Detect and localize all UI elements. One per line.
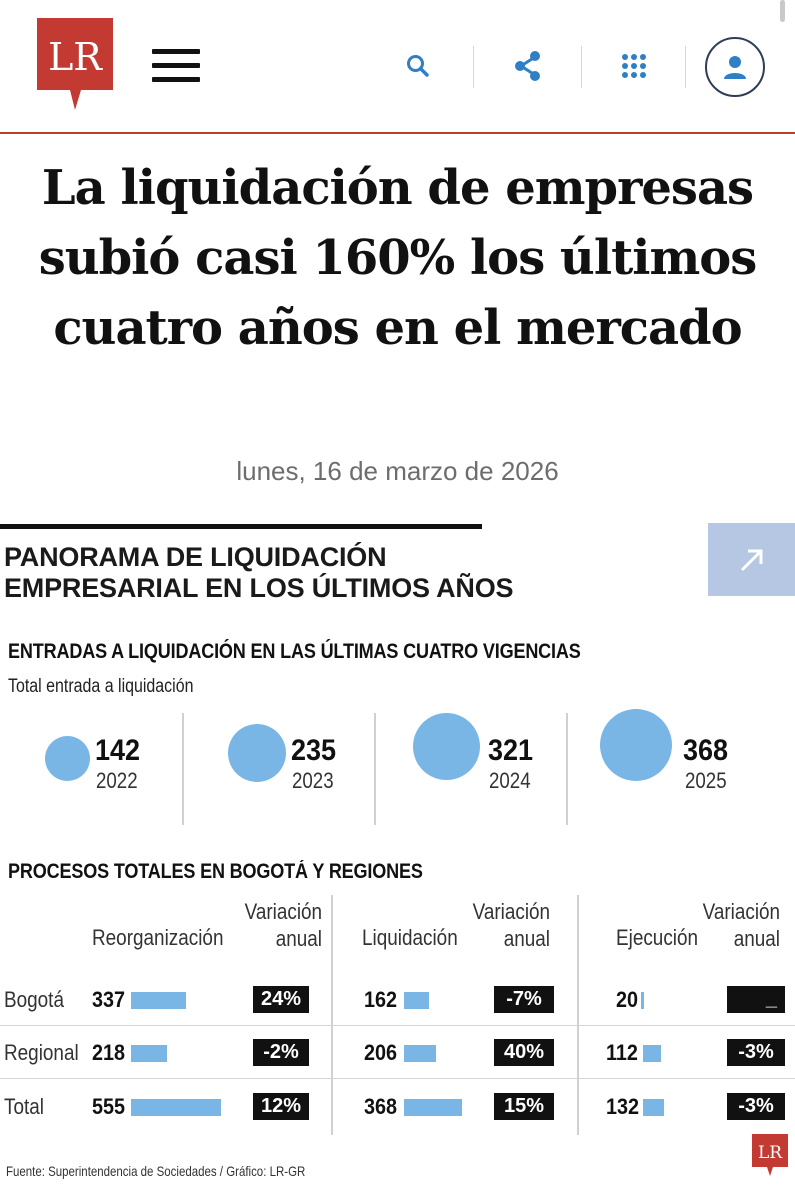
value-bar: [643, 1045, 661, 1062]
table-value: 555: [92, 1094, 126, 1119]
apps-button[interactable]: [612, 44, 656, 88]
col-header-line: Variación: [244, 899, 323, 924]
col-header-line: anual: [275, 926, 322, 951]
scrollbar[interactable]: [780, 0, 785, 22]
value-bar: [131, 1045, 167, 1062]
variation-badge: 12%: [253, 1093, 309, 1120]
row-label-regional: Regional: [4, 1040, 79, 1065]
entry-value: 368: [683, 734, 729, 767]
section-processes-title: PROCESOS TOTALES EN BOGOTÁ Y REGIONES: [8, 860, 423, 883]
entry-value: 235: [291, 734, 337, 767]
lr-mini-logo: LR: [752, 1134, 788, 1176]
entry-year: 2023: [292, 768, 334, 793]
row-label-total: Total: [4, 1094, 44, 1119]
infographic-title-line: EMPRESARIAL EN LOS ÚLTIMOS AÑOS: [4, 573, 514, 603]
table-value: 368: [364, 1094, 398, 1119]
variation-badge: 40%: [494, 1039, 554, 1066]
value-bar: [643, 1099, 664, 1116]
entry-year: 2024: [489, 768, 531, 793]
col-header-variacion: Variación anual: [245, 898, 322, 952]
infographic-title-line: PANORAMA DE LIQUIDACIÓN: [4, 542, 387, 572]
value-bar: [404, 992, 429, 1009]
column-divider: [374, 713, 376, 825]
col-header-reorganizacion: Reorganización: [92, 925, 224, 950]
value-bar: [131, 992, 186, 1009]
lr-logo[interactable]: LR: [37, 18, 113, 110]
article-date: lunes, 16 de marzo de 2026: [236, 456, 559, 486]
col-header-line: Variación: [472, 899, 551, 924]
col-header-line: Variación: [702, 899, 781, 924]
article-title: La liquidación de empresas subió casi 16…: [38, 160, 758, 356]
column-divider: [566, 713, 568, 825]
table-value: 112: [606, 1040, 638, 1065]
value-bar: [641, 992, 644, 1009]
menu-icon[interactable]: [152, 49, 200, 83]
bubble-2022: [45, 736, 90, 781]
entry-value: 321: [488, 734, 534, 767]
header-separator: [685, 46, 686, 88]
expand-image-button[interactable]: [708, 523, 795, 596]
header-separator: [473, 46, 474, 88]
variation-badge: 15%: [494, 1093, 554, 1120]
column-divider: [577, 895, 579, 1135]
infographic-top-rule: [0, 524, 482, 529]
top-header: LR: [0, 0, 795, 134]
table-value: 132: [606, 1094, 640, 1119]
row-divider: [0, 1025, 795, 1026]
bubble-2025: [600, 709, 672, 781]
search-icon: [407, 55, 429, 77]
col-header-line: anual: [733, 926, 780, 951]
variation-badge: _: [727, 986, 785, 1013]
entry-year: 2025: [685, 768, 727, 793]
entry-year: 2022: [96, 768, 138, 793]
section-entries-title: ENTRADAS A LIQUIDACIÓN EN LAS ÚLTIMAS CU…: [8, 640, 581, 663]
value-bar: [404, 1045, 436, 1062]
table-value: 162: [364, 987, 398, 1012]
source-credit: Fuente: Superintendencia de Sociedades /…: [6, 1163, 306, 1179]
user-icon: [724, 56, 746, 79]
table-value: 218: [92, 1040, 126, 1065]
variation-badge: -3%: [727, 1093, 785, 1120]
infographic-title: PANORAMA DE LIQUIDACIÓN EMPRESARIAL EN L…: [4, 542, 514, 604]
col-header-variacion: Variación anual: [703, 898, 780, 952]
mini-logo-text: LR: [758, 1143, 783, 1163]
variation-badge: 24%: [253, 986, 309, 1013]
col-header-liquidacion: Liquidación: [362, 925, 458, 950]
variation-badge: -7%: [494, 986, 554, 1013]
bubble-2023: [228, 724, 286, 782]
col-header-variacion: Variación anual: [473, 898, 550, 952]
value-bar: [131, 1099, 221, 1116]
logo-text: LR: [48, 35, 103, 79]
search-button[interactable]: [396, 44, 440, 88]
variation-badge: -2%: [253, 1039, 309, 1066]
section-entries-subtitle: Total entrada a liquidación: [8, 676, 194, 697]
value-bar: [404, 1099, 462, 1116]
user-account-button[interactable]: [705, 37, 765, 97]
col-header-ejecucion: Ejecución: [616, 925, 699, 950]
bubble-2024: [413, 713, 480, 780]
column-divider: [331, 895, 333, 1135]
table-value: 20: [616, 987, 639, 1012]
table-value: 206: [364, 1040, 398, 1065]
variation-badge: -3%: [727, 1039, 785, 1066]
expand-arrow-icon: [740, 549, 762, 571]
share-icon: [515, 51, 540, 81]
entry-value: 142: [95, 734, 141, 767]
apps-grid-icon: [622, 54, 646, 78]
row-divider: [0, 1078, 795, 1079]
col-header-line: anual: [503, 926, 550, 951]
header-separator: [581, 46, 582, 88]
share-button[interactable]: [506, 44, 550, 88]
row-label-bogota: Bogotá: [4, 987, 64, 1012]
column-divider: [182, 713, 184, 825]
table-value: 337: [92, 987, 126, 1012]
